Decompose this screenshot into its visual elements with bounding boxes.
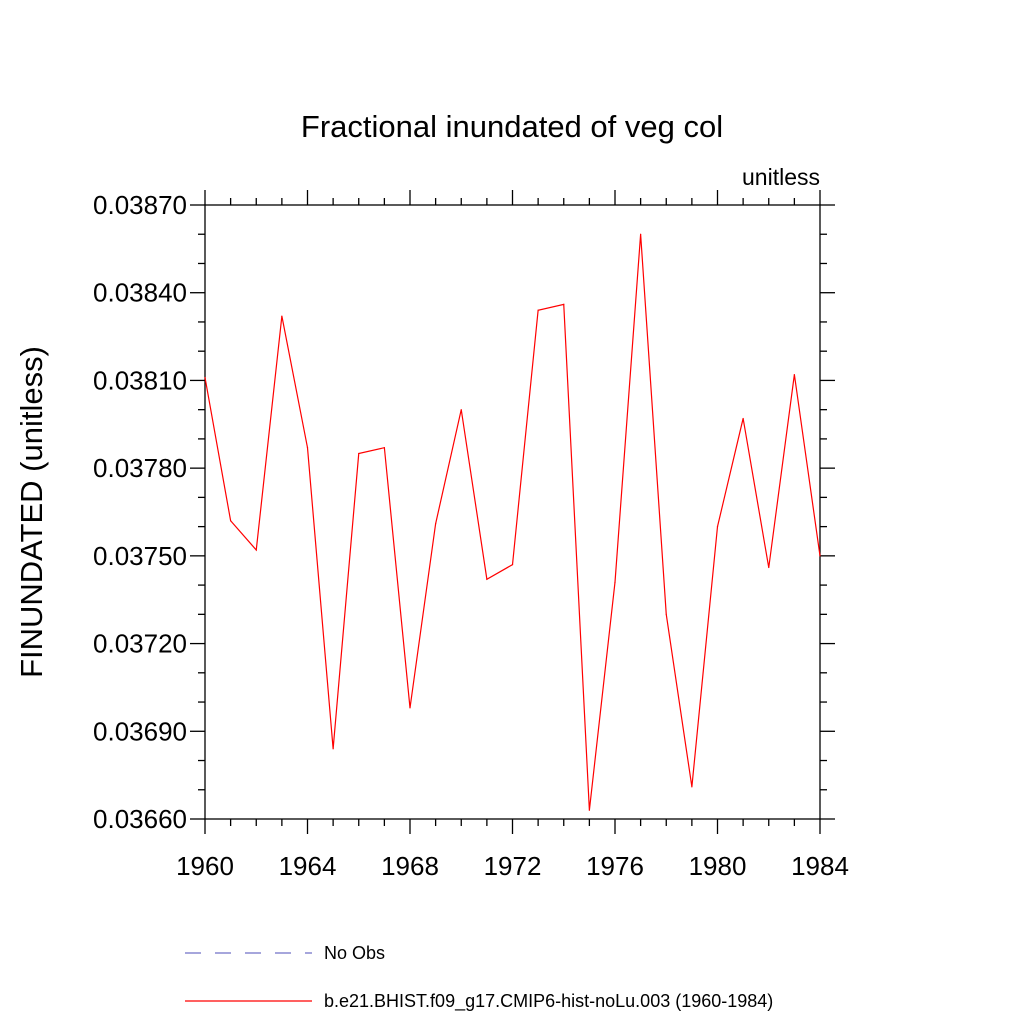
data-point (332, 748, 334, 750)
legend-label-no-obs: No Obs (324, 943, 385, 963)
data-point (409, 707, 411, 709)
data-point (716, 526, 719, 528)
x-tick-label: 1980 (689, 851, 747, 881)
legend: No Obs b.e21.BHIST.f09_g17.CMIP6-hist-no… (185, 943, 773, 1012)
data-point (742, 417, 744, 420)
x-tick-label: 1964 (279, 851, 337, 881)
y-axis-label: FINUNDATED (unitless) (14, 346, 49, 678)
legend-label-model-run: b.e21.BHIST.f09_g17.CMIP6-hist-noLu.003 … (324, 991, 773, 1012)
y-tick-label: 0.03840 (93, 278, 187, 308)
data-point (230, 520, 232, 522)
chart-title: Fractional inundated of veg col (301, 109, 723, 144)
y-tick-label: 0.03780 (93, 453, 187, 483)
data-point (486, 578, 488, 580)
data-point (511, 564, 514, 566)
data-point (358, 452, 360, 455)
series-line (204, 234, 821, 811)
data-point (537, 309, 539, 311)
y-axis-tick-labels: 0.03660 0.03690 0.03720 0.03750 0.03780 0.038… (93, 190, 187, 834)
series-layer (204, 233, 821, 811)
x-axis-ticks (204, 190, 821, 834)
y-tick-label: 0.03810 (93, 365, 187, 395)
y-tick-label: 0.03660 (93, 804, 187, 834)
x-tick-label: 1960 (176, 851, 234, 881)
data-point (793, 373, 795, 376)
data-point (460, 409, 462, 411)
x-tick-label: 1984 (791, 851, 849, 881)
data-point (768, 566, 770, 569)
data-point (383, 447, 385, 449)
data-point (255, 549, 257, 551)
data-point (204, 376, 206, 379)
x-axis-tick-labels: 1960 1964 1968 1972 1976 1980 1984 (176, 851, 849, 881)
plot-frame (204, 204, 821, 820)
y-tick-label: 0.03870 (93, 190, 187, 220)
data-point (281, 315, 283, 317)
data-point (435, 523, 437, 525)
data-point (640, 233, 642, 235)
x-tick-label: 1972 (484, 851, 542, 881)
y-tick-label: 0.03720 (93, 629, 187, 659)
data-point (614, 581, 616, 583)
y-axis-ticks (190, 204, 835, 820)
units-label: unitless (742, 164, 820, 190)
data-point (306, 447, 309, 449)
y-tick-label: 0.03750 (93, 541, 187, 571)
data-point (588, 809, 590, 811)
x-tick-label: 1968 (381, 851, 439, 881)
y-tick-label: 0.03690 (93, 716, 187, 746)
x-tick-label: 1976 (586, 851, 644, 881)
data-point (563, 303, 565, 306)
data-point (691, 786, 693, 788)
data-point (665, 613, 667, 615)
data-point (819, 555, 821, 557)
